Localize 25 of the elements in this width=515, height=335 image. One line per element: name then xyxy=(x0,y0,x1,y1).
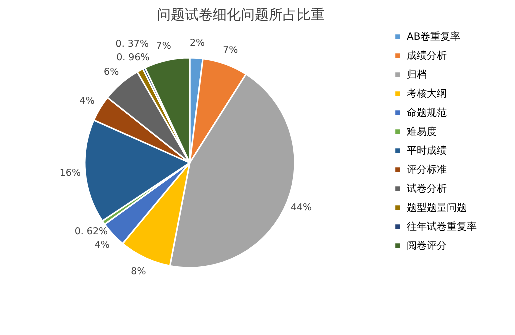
legend-label: 阅卷评分 xyxy=(407,240,447,252)
legend-label: 难易度 xyxy=(407,126,437,138)
data-label: 16% xyxy=(60,168,81,180)
data-label: 2% xyxy=(190,38,206,50)
data-label: 8% xyxy=(131,266,146,278)
legend-label: 平时成绩 xyxy=(407,145,447,157)
legend-label: 命题规范 xyxy=(407,107,447,119)
data-label: 0. 96% xyxy=(116,52,150,64)
legend-label: 试卷分析 xyxy=(407,183,447,195)
legend-label: 考核大纲 xyxy=(407,88,447,100)
data-label: 44% xyxy=(290,202,312,214)
chart-title: 问题试卷细化问题所占比重 xyxy=(157,7,325,24)
legend-label: 成绩分析 xyxy=(407,50,447,62)
legend-label: 往年试卷重复率 xyxy=(407,221,477,233)
data-label: 6% xyxy=(104,67,120,78)
legend-label: 评分标准 xyxy=(407,164,447,176)
data-label: 7% xyxy=(156,40,172,52)
data-label: 0. 62% xyxy=(74,226,108,238)
legend-label: AB卷重复率 xyxy=(407,31,461,43)
data-label: 4% xyxy=(80,96,95,107)
data-label: 7% xyxy=(223,45,238,56)
legend-label: 题型题量问题 xyxy=(407,202,467,214)
data-label: 0. 37% xyxy=(116,39,149,50)
data-label: 4% xyxy=(94,240,110,251)
legend-label: 归档 xyxy=(407,69,427,81)
